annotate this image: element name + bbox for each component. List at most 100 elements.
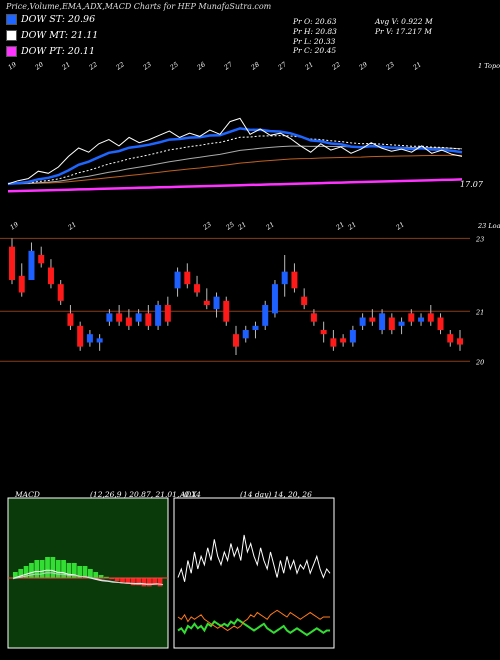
candle-down — [38, 255, 45, 264]
top-tick-label: 19 — [7, 60, 18, 71]
macd-bar-negative — [136, 578, 141, 586]
macd-bar-positive — [23, 566, 29, 578]
stat-pr-close: Pr C: 20.45 — [293, 46, 337, 55]
ema-magenta-line — [7, 178, 463, 193]
candle-tick-label: 21 — [66, 220, 78, 232]
candle-up — [262, 305, 269, 326]
legend-dow-mt: DOW MT: 21.11 — [6, 30, 98, 41]
price-axis-label: 23 — [475, 235, 484, 243]
macd-bar-positive — [98, 575, 104, 578]
candle-down — [388, 317, 395, 330]
candle-tick-label: 21 — [334, 220, 346, 232]
macd-bar-negative — [125, 578, 131, 584]
stat-pr-low: Pr L: 20.33 — [293, 37, 336, 46]
macd-bar-positive — [29, 563, 34, 578]
macd-bar-positive — [82, 566, 88, 578]
candle-down — [447, 334, 454, 343]
macd-bar-negative — [157, 578, 163, 587]
macd-bar-positive — [50, 557, 56, 578]
macd-bar-negative — [141, 578, 147, 587]
candle-up — [242, 330, 249, 339]
candle-down — [310, 313, 317, 322]
ema-orange-line — [7, 154, 463, 185]
candle-tick-label: 21 — [264, 220, 276, 232]
macd-bar-positive — [61, 560, 66, 578]
adx-green-line — [177, 617, 330, 637]
macd-bar-negative — [109, 578, 115, 580]
candle-down — [369, 317, 376, 322]
macd-bar-positive — [45, 557, 50, 578]
macd-signal-line — [12, 572, 164, 585]
macd-bar-positive — [71, 563, 77, 578]
macd-bar-positive — [34, 560, 40, 578]
candle-down — [57, 284, 64, 301]
legend-dow-st: DOW ST: 20.96 — [6, 14, 95, 25]
top-tick-label: 26 — [195, 60, 207, 72]
macd-bar-positive — [93, 572, 99, 578]
adx-orange-line — [177, 609, 330, 632]
candle-down — [203, 300, 210, 305]
candle-up — [96, 338, 103, 343]
legend-swatch — [6, 46, 17, 57]
macd-bar-positive — [66, 563, 72, 578]
macd-bar-positive — [55, 560, 61, 578]
candle-down — [427, 313, 434, 322]
macd-bar-negative — [146, 578, 152, 587]
candle-down — [47, 267, 54, 285]
candle-down — [223, 300, 230, 322]
price-axis-label: 21 — [475, 308, 484, 316]
candle-up — [379, 313, 386, 330]
top-tick-label: 23 — [141, 60, 153, 72]
candle-down — [67, 313, 74, 326]
top-tick-label: 21 — [60, 60, 72, 72]
macd-bar-negative — [114, 578, 120, 581]
candle-down — [164, 305, 171, 322]
candle-up — [174, 271, 181, 289]
top-tick-label: 25 — [168, 60, 180, 72]
ema-blue-line — [7, 127, 463, 186]
candle-up — [359, 317, 366, 326]
top-tick-label: 27 — [276, 60, 289, 72]
candle-down — [330, 338, 337, 347]
candle-down — [194, 284, 201, 293]
top-tick-label: 22 — [330, 60, 342, 72]
top-tick-label: 28 — [249, 60, 261, 72]
candle-down — [340, 338, 347, 343]
adx-params: (14 day) 14, 20, 26 — [240, 490, 312, 499]
candle-tick-label: 21 — [346, 220, 358, 232]
candle-down — [457, 338, 463, 345]
price-line — [7, 117, 463, 185]
candle-tick-label: 21 — [236, 220, 248, 232]
candle-down — [301, 296, 308, 305]
candle-tick-label: 25 — [224, 220, 236, 232]
candle-down — [145, 313, 152, 326]
stat-pr-high: Pr H: 20.83 — [293, 27, 337, 36]
macd-bar-positive — [39, 560, 45, 578]
top-tick-label: 22 — [114, 60, 126, 72]
macd-bar-positive — [104, 576, 109, 578]
candle-down — [77, 325, 84, 347]
candle-up — [252, 325, 259, 330]
candle-down — [184, 271, 191, 285]
price-axis-label: 20 — [475, 358, 484, 366]
candle-up — [213, 296, 220, 310]
adx-panel — [173, 497, 335, 649]
candle-up — [155, 305, 162, 326]
macd-bar-positive — [77, 566, 83, 578]
candle-down — [233, 334, 239, 347]
legend-label: DOW MT: 21.11 — [21, 30, 99, 41]
candle-down — [291, 271, 298, 289]
candle-down — [18, 275, 25, 293]
top-tick-label: 29 — [357, 60, 369, 72]
macd-label: MACD — [15, 490, 40, 499]
legend-dow-pt: DOW PT: 20.11 — [6, 46, 95, 57]
candle-tick-label: 23 — [201, 220, 213, 232]
candle-right-note: 23 Loaded — [477, 222, 500, 230]
legend-swatch — [6, 14, 17, 25]
legend-swatch — [6, 30, 17, 41]
candle-up — [106, 313, 113, 322]
macd-bar-positive — [18, 569, 24, 578]
stat-pr-open: Pr O: 20.63 — [293, 17, 337, 26]
ema-white-dashed-line — [7, 135, 463, 185]
